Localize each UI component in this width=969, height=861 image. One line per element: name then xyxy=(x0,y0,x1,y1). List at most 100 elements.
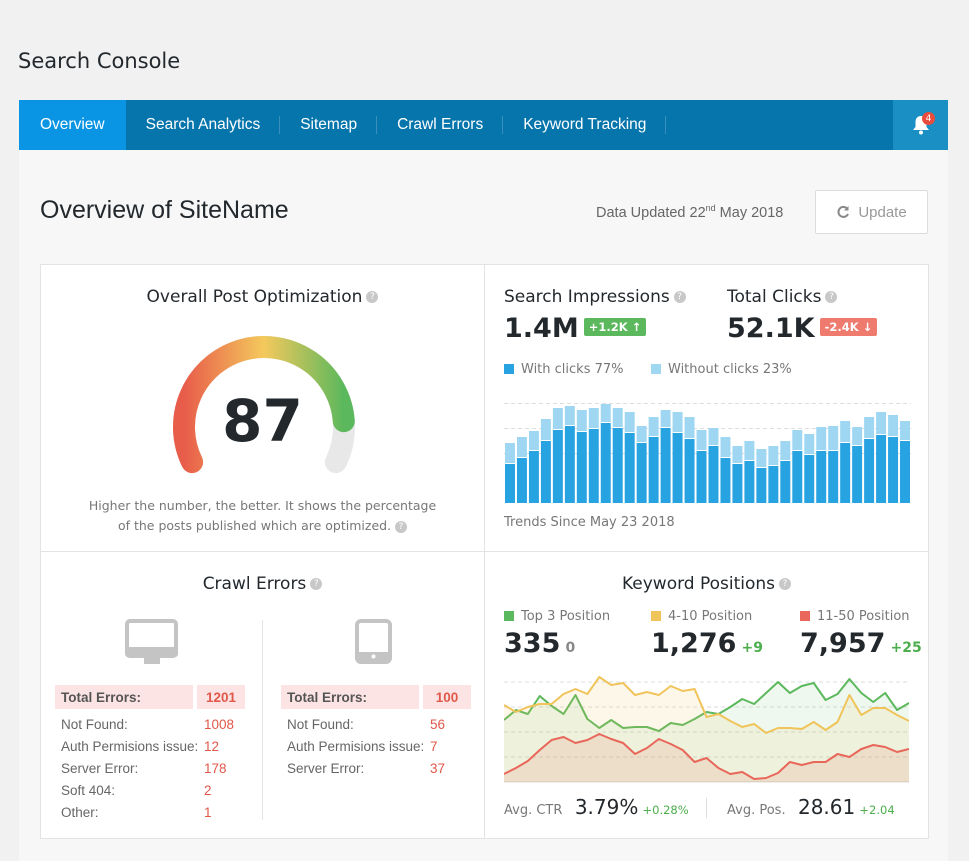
bar-with-clicks xyxy=(505,464,515,503)
error-row-label: Server Error: xyxy=(287,761,365,776)
refresh-icon xyxy=(837,205,850,218)
keyword-count: 335 xyxy=(504,628,561,659)
bar-with-clicks xyxy=(696,451,707,503)
bar-without-clicks xyxy=(888,415,899,437)
error-row-value: 37 xyxy=(430,761,446,776)
update-label: Update xyxy=(858,203,907,221)
impressions-value: 1.4M xyxy=(504,313,579,344)
bar-with-clicks xyxy=(564,426,575,503)
bar-with-clicks xyxy=(744,461,755,503)
tab-sitemap[interactable]: Sitemap xyxy=(280,100,377,150)
bar-separator xyxy=(888,436,899,437)
bar-separator xyxy=(516,457,527,458)
bar-without-clicks xyxy=(864,417,875,439)
bar-separator xyxy=(876,434,887,435)
legend-swatch xyxy=(800,611,810,621)
avg-ctr-value: 3.79% xyxy=(574,795,639,819)
clicks-change-badge: -2.4K ↓ xyxy=(819,318,878,336)
bar-separator xyxy=(636,442,647,443)
help-icon[interactable]: ? xyxy=(395,520,408,533)
avg-pos-value: 28.61 xyxy=(797,795,856,819)
updated-text: Data Updated 22 xyxy=(596,204,706,221)
bar-with-clicks xyxy=(612,428,623,503)
bar-with-clicks xyxy=(732,464,743,503)
notifications-button[interactable]: 4 xyxy=(893,100,948,150)
help-icon[interactable]: ? xyxy=(825,291,838,303)
bar-with-clicks xyxy=(888,437,899,503)
bar-without-clicks xyxy=(828,426,839,451)
bar-without-clicks xyxy=(660,410,671,428)
bar-separator xyxy=(648,436,659,437)
bar-without-clicks xyxy=(696,430,707,451)
bar-without-clicks xyxy=(540,419,551,441)
tab-keyword-tracking[interactable]: Keyword Tracking xyxy=(503,100,667,150)
help-icon[interactable]: ? xyxy=(779,578,792,590)
impressions-title-text: Search Impressions xyxy=(504,287,670,307)
divider xyxy=(706,798,707,818)
legend-swatch xyxy=(504,364,514,374)
tablet-icon xyxy=(355,619,392,664)
error-row-value: 12 xyxy=(204,739,220,754)
bar-separator xyxy=(720,457,731,458)
page-title: Overview of SiteName xyxy=(40,196,289,224)
bar-without-clicks xyxy=(744,441,755,461)
bar-separator xyxy=(744,460,755,461)
bar-without-clicks xyxy=(792,430,803,451)
tab-overview[interactable]: Overview xyxy=(19,100,126,150)
bar-without-clicks xyxy=(840,421,851,443)
notification-count: 4 xyxy=(922,112,935,125)
bar-separator xyxy=(600,422,611,423)
bar-separator xyxy=(732,463,743,464)
bar-without-clicks xyxy=(816,427,827,451)
tab-crawl-errors[interactable]: Crawl Errors xyxy=(377,100,504,150)
divider xyxy=(41,551,928,552)
bar-with-clicks xyxy=(852,446,863,503)
bar-with-clicks xyxy=(816,451,827,503)
impressions-bar-chart xyxy=(504,403,911,503)
legend-label: 4-10 Position xyxy=(668,609,753,624)
bar-without-clicks xyxy=(708,428,719,446)
bar-separator xyxy=(564,425,575,426)
bar-with-clicks xyxy=(624,433,635,503)
error-row-value: 178 xyxy=(204,761,227,776)
error-row-label: Server Error: xyxy=(61,761,139,776)
keyword-stat: 7,957 +25 xyxy=(800,628,922,659)
bar-with-clicks xyxy=(876,435,887,503)
bar-with-clicks xyxy=(672,433,683,503)
bar-separator xyxy=(792,450,803,451)
bar-without-clicks xyxy=(576,410,587,432)
tab-search-analytics[interactable]: Search Analytics xyxy=(126,100,281,150)
bar-with-clicks xyxy=(756,468,767,503)
data-updated: Data Updated 22nd May 2018 xyxy=(596,203,783,221)
bar-with-clicks xyxy=(780,461,791,503)
help-icon[interactable]: ? xyxy=(673,291,686,303)
bar-with-clicks xyxy=(636,443,647,503)
keyword-count: 7,957 xyxy=(800,628,886,659)
bar-separator xyxy=(816,450,827,451)
clicks-value: 52.1K xyxy=(727,313,815,344)
help-icon[interactable]: ? xyxy=(310,578,323,590)
bar-with-clicks xyxy=(792,451,803,503)
update-button[interactable]: Update xyxy=(815,190,928,234)
bar-separator xyxy=(768,465,779,466)
optimization-desc-text: Higher the number, the better. It shows … xyxy=(88,498,437,533)
error-row-label: Not Found: xyxy=(287,717,354,732)
area-top-3-position xyxy=(504,679,909,782)
total-errors-value: 100 xyxy=(423,685,471,709)
crawl-title: Crawl Errors? xyxy=(41,574,484,594)
bar-separator xyxy=(588,428,599,429)
error-row-value: 56 xyxy=(430,717,446,732)
optimization-title: Overall Post Optimization? xyxy=(41,287,484,307)
error-row-label: Not Found: xyxy=(61,717,128,732)
bar-without-clicks xyxy=(876,412,887,435)
error-row-value: 1008 xyxy=(204,717,235,732)
error-row-label: Other: xyxy=(61,805,99,820)
bar-without-clicks xyxy=(900,421,910,441)
help-icon[interactable]: ? xyxy=(366,291,379,303)
keyword-positions-chart xyxy=(504,676,909,783)
error-row-label: Auth Permisions issue: xyxy=(61,739,199,754)
bar-separator xyxy=(804,454,815,455)
bar-without-clicks xyxy=(852,427,863,446)
bar-without-clicks xyxy=(684,417,695,439)
avg-ctr-change: +0.28% xyxy=(642,803,689,817)
